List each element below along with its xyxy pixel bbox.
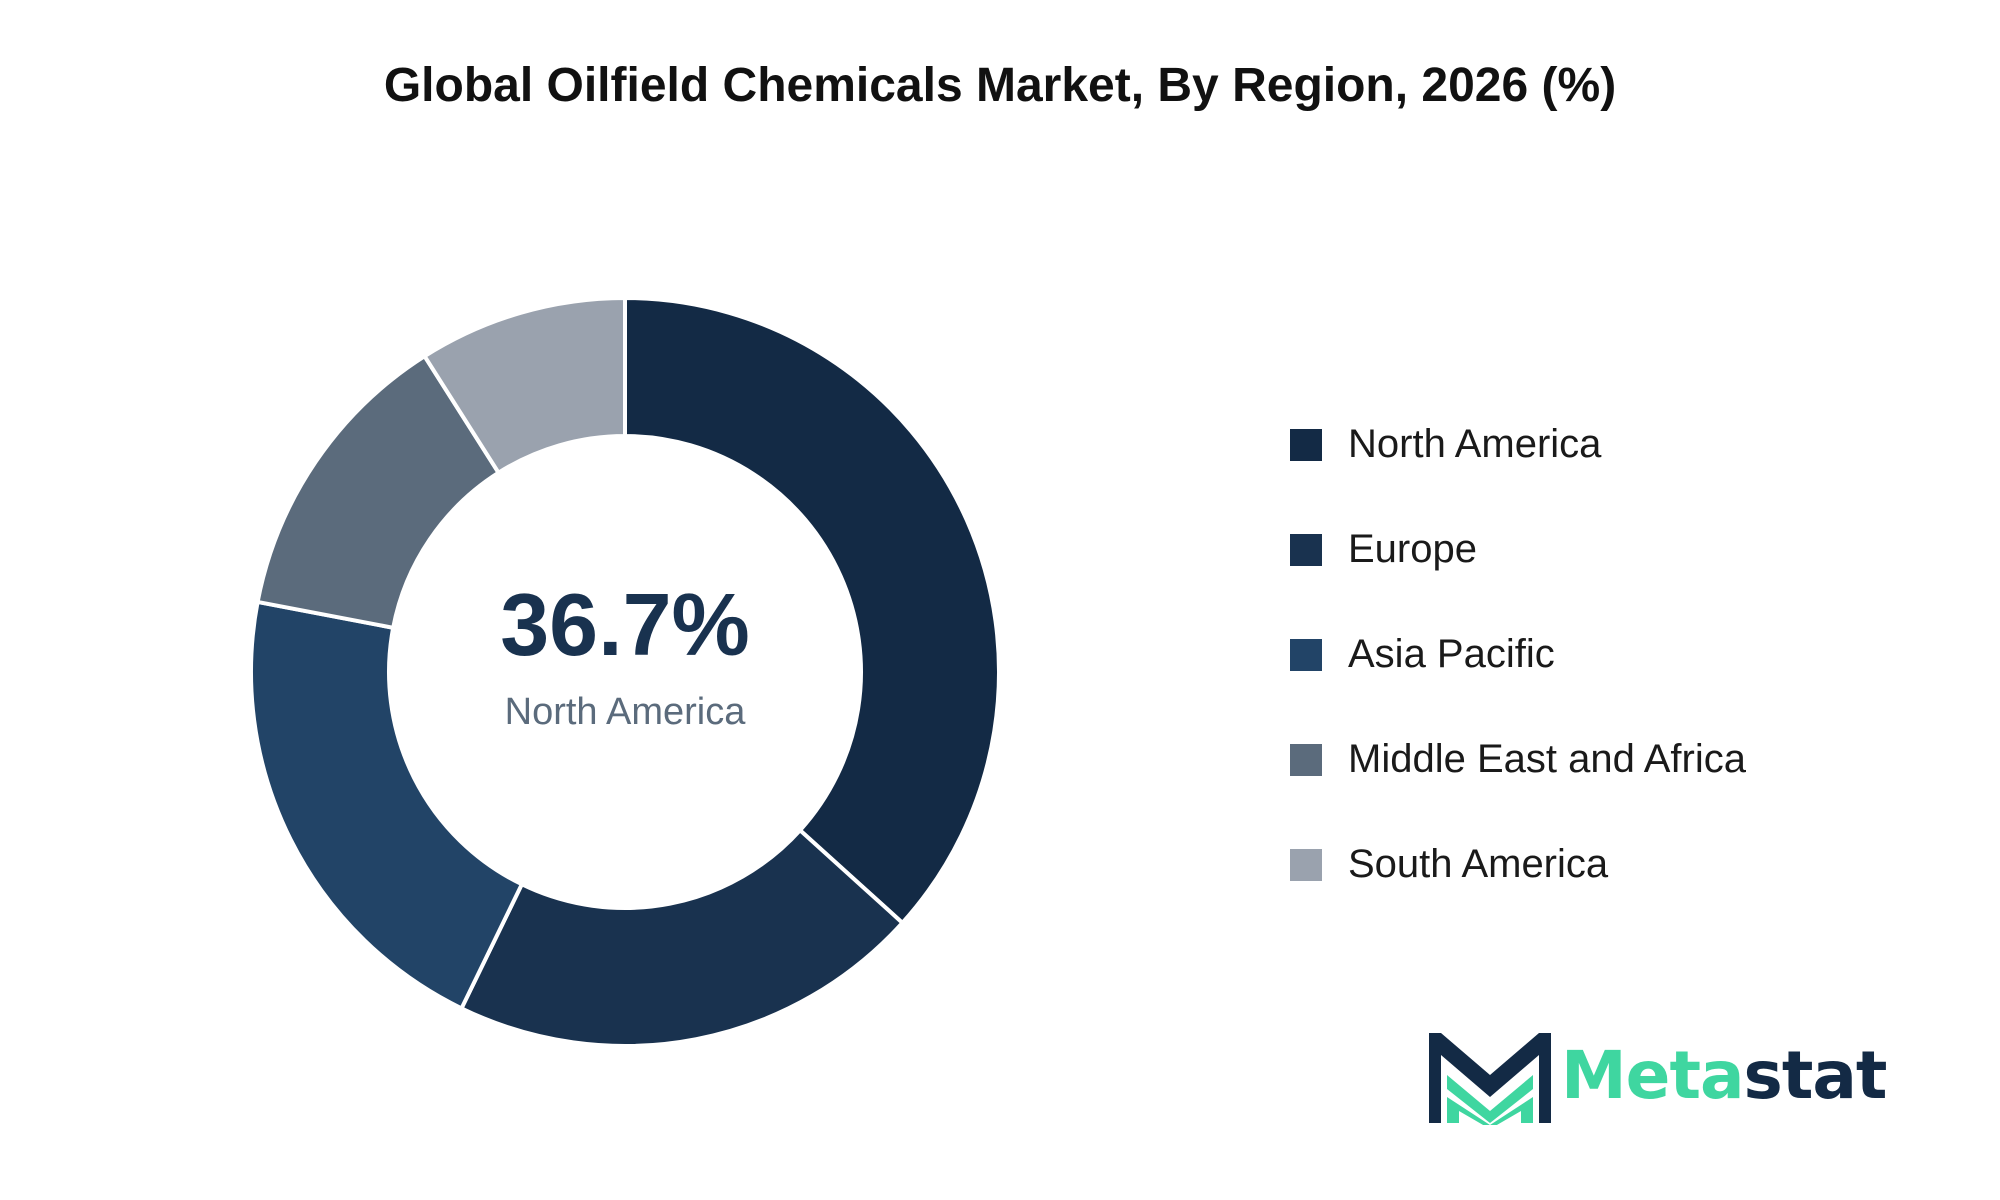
- legend-item-asia-pacific[interactable]: Asia Pacific: [1290, 602, 1746, 707]
- slice-north-america[interactable]: [623, 295, 1001, 926]
- slice-south-america[interactable]: [421, 295, 627, 476]
- legend-swatch: [1290, 743, 1322, 776]
- legend-item-europe[interactable]: Europe: [1290, 497, 1746, 602]
- legend-label: Asia Pacific: [1348, 632, 1555, 676]
- logo-text-stat: stat: [1743, 1036, 1888, 1114]
- legend-swatch: [1290, 533, 1322, 566]
- legend-item-south-america[interactable]: South America: [1290, 812, 1746, 917]
- slice-europe[interactable]: [458, 827, 906, 1048]
- logo-text: Metastat: [1561, 1036, 1888, 1114]
- legend-label: Middle East and Africa: [1348, 737, 1746, 781]
- legend-swatch: [1290, 638, 1322, 671]
- legend-item-middle-east-and-africa[interactable]: Middle East and Africa: [1290, 707, 1746, 812]
- metastat-logo: Metastat: [1425, 1025, 1888, 1125]
- legend-swatch: [1290, 428, 1322, 461]
- legend: North America Europe Asia Pacific Middle…: [1290, 392, 1746, 917]
- legend-item-north-america[interactable]: North America: [1290, 392, 1746, 497]
- metastat-m-icon: [1429, 1033, 1551, 1125]
- center-value: 36.7%: [500, 575, 750, 674]
- slice-asia-pacific[interactable]: [249, 599, 525, 1012]
- center-label: North America: [505, 691, 747, 733]
- donut-slices: [249, 295, 1001, 1048]
- logo-text-meta: Meta: [1561, 1036, 1745, 1114]
- chart-title: Global Oilfield Chemicals Market, By Reg…: [383, 59, 1617, 112]
- legend-label: South America: [1348, 842, 1609, 886]
- legend-label: Europe: [1348, 527, 1477, 571]
- legend-swatch: [1290, 848, 1322, 881]
- legend-label: North America: [1348, 422, 1602, 466]
